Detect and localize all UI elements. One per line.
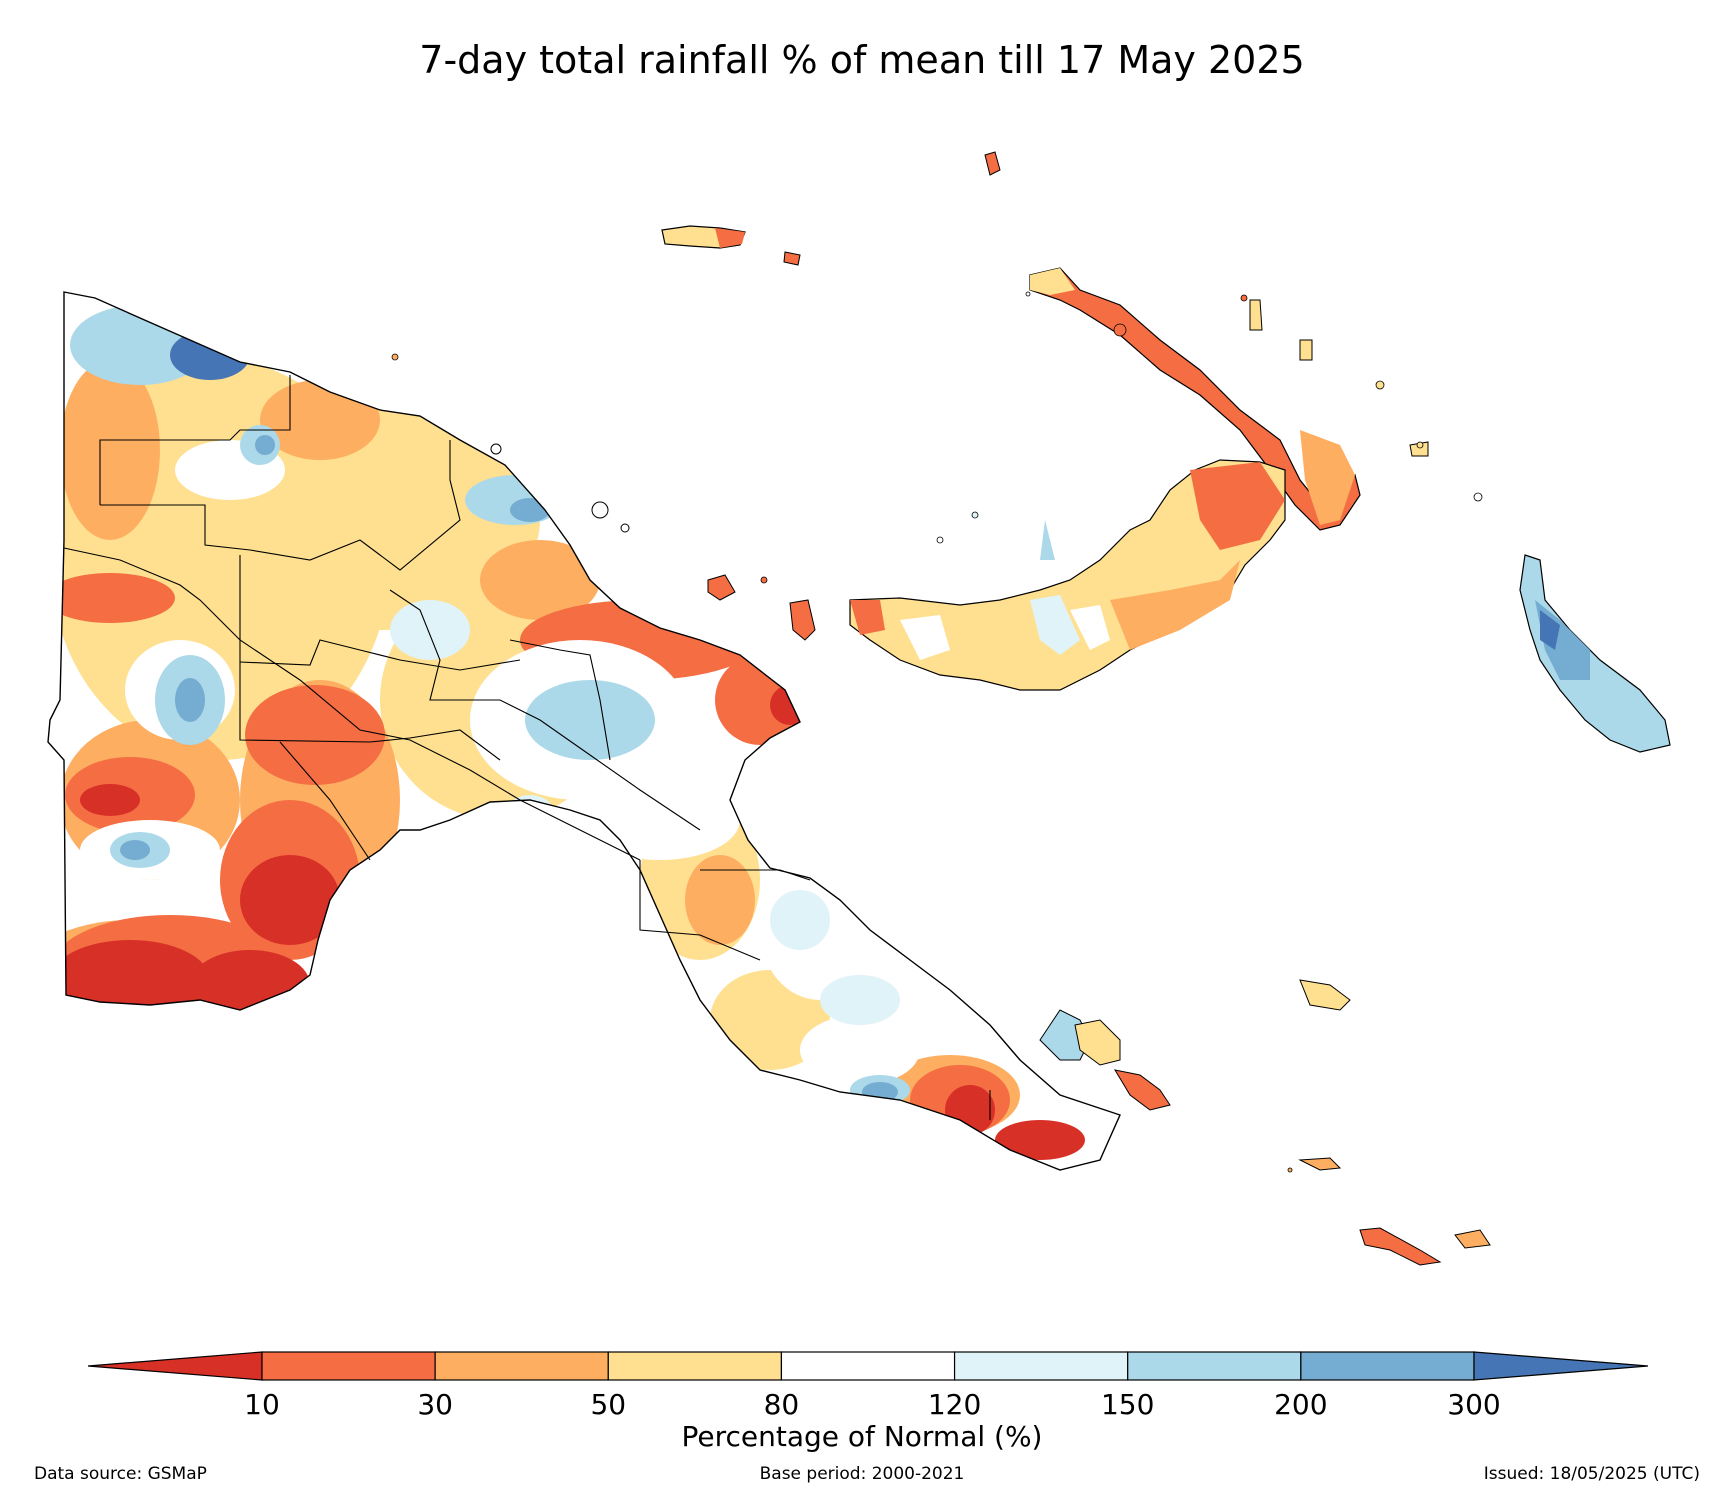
island-new-ireland xyxy=(1029,267,1361,531)
island-bougainville xyxy=(1519,554,1671,753)
colorbar-bin xyxy=(261,1351,436,1381)
footer-issued: Issued: 18/05/2025 (UTC) xyxy=(1483,1464,1700,1484)
colorbar-tick-label: 80 xyxy=(763,1388,800,1421)
colorbar-tick-label: 200 xyxy=(1274,1388,1328,1421)
colorbar-bin xyxy=(953,1351,1129,1381)
small-islands xyxy=(391,291,1491,1266)
colorbar-label: Percentage of Normal (%) xyxy=(681,1420,1043,1453)
colorbar-bin xyxy=(434,1351,609,1381)
island-new-britain xyxy=(849,459,1286,691)
island-manus xyxy=(661,151,1001,266)
province-borders xyxy=(63,375,991,1120)
colorbar-tick-label: 300 xyxy=(1447,1388,1501,1421)
colorbar-bin xyxy=(780,1351,956,1381)
colorbar-tick-label: 150 xyxy=(1100,1388,1155,1421)
colorbar-bin xyxy=(1127,1351,1302,1381)
colorbar-tick-label: 30 xyxy=(417,1388,453,1421)
footer-base-period: Base period: 2000-2021 xyxy=(759,1464,965,1484)
colorbar-bin xyxy=(1300,1351,1475,1381)
colorbar-tick-label: 50 xyxy=(590,1388,627,1421)
colorbar-tick-label: 120 xyxy=(927,1388,982,1421)
footer-data-source: Data source: GSMaP xyxy=(34,1464,207,1484)
colorbar-bin xyxy=(607,1351,783,1381)
map-title: 7-day total rainfall % of mean till 17 M… xyxy=(419,38,1305,82)
colorbar-bin-low-arrow xyxy=(87,1351,263,1381)
colorbar-tick-label: 10 xyxy=(244,1388,280,1421)
colorbar-bin-high-arrow xyxy=(1473,1351,1649,1381)
